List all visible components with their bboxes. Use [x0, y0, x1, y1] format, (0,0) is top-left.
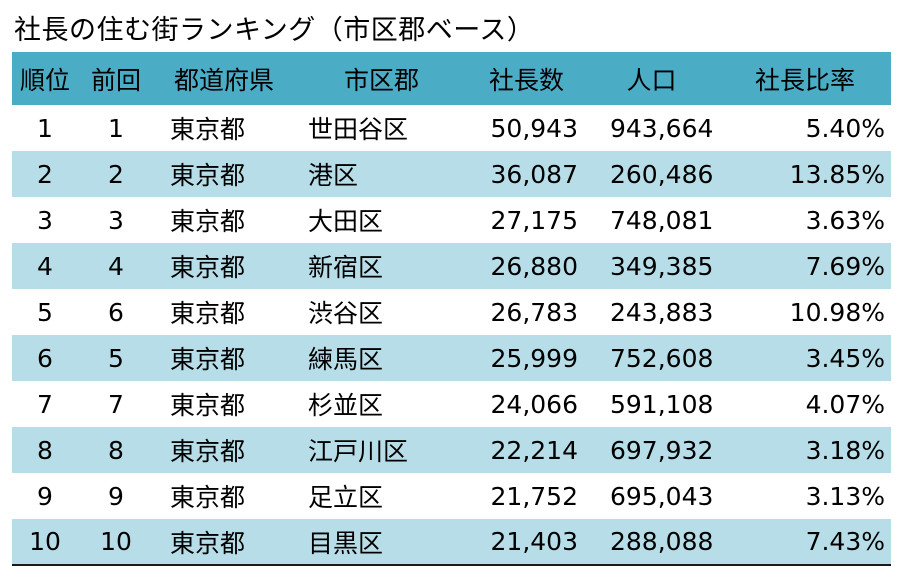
cell-ratio: 7.69% — [805, 251, 885, 281]
ranking-table: 順位 前回 都道府県 市区郡 社長数 人口 社長比率 1 1 東京都 世田谷区 50,9… — [12, 52, 891, 566]
cell-presidents: 36,087 — [490, 159, 578, 189]
cell-ratio: 5.40% — [805, 113, 885, 143]
table-row: 2 2 東京都 港区 36,087 260,486 13.85% — [12, 151, 891, 197]
table-header: 順位 前回 都道府県 市区郡 社長数 人口 社長比率 — [12, 52, 891, 105]
cell-population: 748,081 — [610, 205, 714, 235]
cell-presidents: 26,880 — [490, 251, 578, 281]
cell-previous: 2 — [108, 159, 124, 189]
table-row: 9 9 東京都 足立区 21,752 695,043 3.13% — [12, 473, 891, 519]
cell-city: 大田区 — [308, 207, 384, 236]
cell-rank: 9 — [37, 481, 53, 511]
cell-previous: 5 — [108, 343, 124, 373]
cell-presidents: 25,999 — [490, 343, 578, 373]
cell-prefecture: 東京都 — [154, 519, 294, 566]
cell-previous: 7 — [108, 389, 124, 419]
table-row: 7 7 東京都 杉並区 24,066 591,108 4.07% — [12, 381, 891, 427]
cell-prefecture: 東京都 — [170, 345, 246, 374]
cell-previous: 3 — [108, 205, 124, 235]
cell-previous: 8 — [108, 435, 124, 465]
table-row: 4 4 東京都 新宿区 26,880 349,385 7.69% — [12, 243, 891, 289]
cell-previous: 9 — [108, 481, 124, 511]
table-row: 6 5 東京都 練馬区 25,999 752,608 3.45% — [12, 335, 891, 381]
cell-presidents: 26,783 — [490, 297, 578, 327]
cell-population: 752,608 — [610, 343, 714, 373]
cell-presidents: 21,403 — [469, 519, 584, 566]
cell-city: 渋谷区 — [308, 299, 384, 328]
cell-rank: 10 — [12, 519, 78, 566]
cell-prefecture: 東京都 — [170, 391, 246, 420]
header-ratio: 社長比率 — [754, 65, 855, 95]
cell-ratio: 10.98% — [789, 297, 885, 327]
table-row: 8 8 東京都 江戸川区 22,214 697,932 3.18% — [12, 427, 891, 473]
cell-ratio: 3.13% — [805, 481, 885, 511]
cell-ratio: 7.43% — [719, 519, 891, 566]
cell-ratio: 3.45% — [805, 343, 885, 373]
table-row: 10 10 東京都 目黒区 21,403 288,088 7.43% — [12, 519, 891, 566]
cell-prefecture: 東京都 — [170, 437, 246, 466]
cell-city: 江戸川区 — [308, 437, 409, 466]
header-prefecture: 都道府県 — [173, 65, 274, 95]
cell-rank: 2 — [37, 159, 53, 189]
cell-ratio: 4.07% — [805, 389, 885, 419]
cell-presidents: 24,066 — [490, 389, 578, 419]
cell-city: 足立区 — [308, 483, 384, 512]
cell-previous: 1 — [108, 113, 124, 143]
cell-city: 目黒区 — [294, 519, 469, 566]
cell-city: 港区 — [308, 161, 359, 190]
table-row: 3 3 東京都 大田区 27,175 748,081 3.63% — [12, 197, 891, 243]
cell-prefecture: 東京都 — [170, 253, 246, 282]
header-population: 人口 — [626, 65, 677, 95]
cell-previous: 6 — [108, 297, 124, 327]
cell-presidents: 22,214 — [490, 435, 578, 465]
cell-rank: 8 — [37, 435, 53, 465]
cell-city: 世田谷区 — [308, 115, 409, 144]
page-title: 社長の住む街ランキング（市区郡ベース） — [14, 15, 535, 46]
cell-ratio: 3.18% — [805, 435, 885, 465]
cell-rank: 4 — [37, 251, 53, 281]
cell-population: 349,385 — [610, 251, 714, 281]
cell-prefecture: 東京都 — [170, 483, 246, 512]
cell-previous: 4 — [108, 251, 124, 281]
cell-population: 591,108 — [610, 389, 714, 419]
header-city: 市区郡 — [343, 65, 419, 95]
header-rank: 順位 — [19, 65, 70, 95]
cell-city: 練馬区 — [308, 345, 384, 374]
cell-city: 杉並区 — [308, 391, 384, 420]
cell-population: 243,883 — [610, 297, 714, 327]
cell-rank: 1 — [37, 113, 53, 143]
cell-previous: 10 — [78, 519, 154, 566]
cell-prefecture: 東京都 — [170, 161, 246, 190]
cell-population: 697,932 — [610, 435, 714, 465]
cell-rank: 6 — [37, 343, 53, 373]
cell-prefecture: 東京都 — [170, 207, 246, 236]
cell-ratio: 13.85% — [789, 159, 885, 189]
header-presidents: 社長数 — [488, 65, 564, 95]
cell-prefecture: 東京都 — [170, 299, 246, 328]
header-row: 順位 前回 都道府県 市区郡 社長数 人口 社長比率 — [12, 52, 891, 105]
table-body: 1 1 東京都 世田谷区 50,943 943,664 5.40% 2 2 東京都 港区 36,087… — [12, 105, 891, 566]
cell-rank: 3 — [37, 205, 53, 235]
cell-prefecture: 東京都 — [170, 115, 246, 144]
cell-population: 288,088 — [584, 519, 719, 566]
header-previous: 前回 — [90, 65, 141, 95]
cell-rank: 7 — [37, 389, 53, 419]
table-row: 5 6 東京都 渋谷区 26,783 243,883 10.98% — [12, 289, 891, 335]
table-row: 1 1 東京都 世田谷区 50,943 943,664 5.40% — [12, 105, 891, 151]
cell-population: 943,664 — [610, 113, 714, 143]
cell-presidents: 21,752 — [490, 481, 578, 511]
cell-population: 260,486 — [610, 159, 714, 189]
cell-presidents: 27,175 — [490, 205, 578, 235]
cell-presidents: 50,943 — [490, 113, 578, 143]
cell-ratio: 3.63% — [805, 205, 885, 235]
cell-rank: 5 — [37, 297, 53, 327]
cell-city: 新宿区 — [308, 253, 384, 282]
cell-population: 695,043 — [610, 481, 714, 511]
